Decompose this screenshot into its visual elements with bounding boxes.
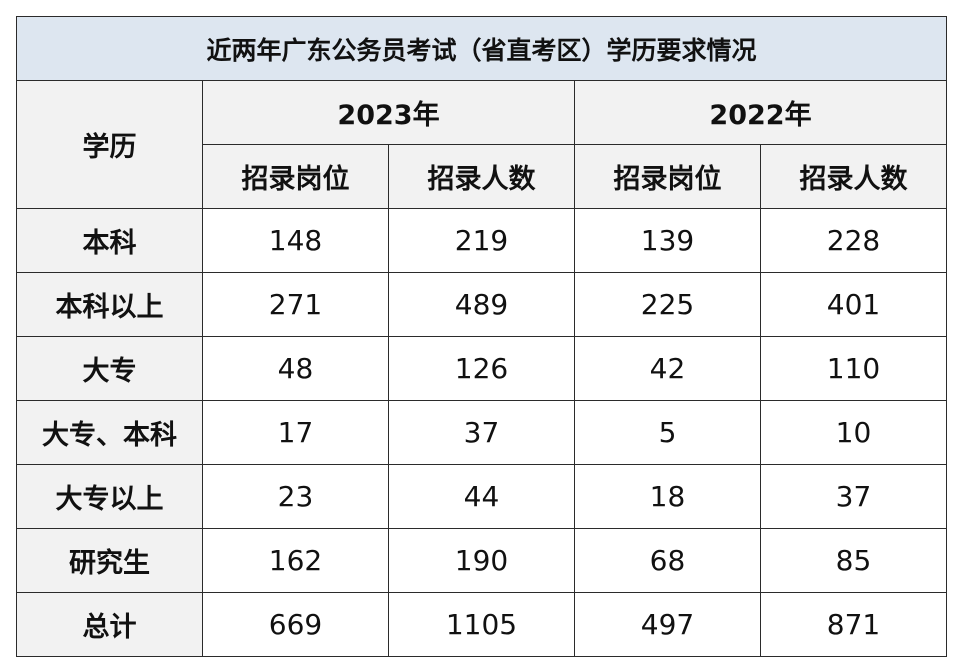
data-cell: 489 bbox=[388, 272, 575, 337]
table-row: 本科 148 219 139 228 bbox=[16, 208, 947, 273]
table-row: 本科以上 271 489 225 401 bbox=[16, 272, 947, 337]
sub-header-people-2023: 招录人数 bbox=[388, 144, 575, 209]
row-label: 本科以上 bbox=[16, 272, 203, 337]
data-cell: 42 bbox=[574, 336, 761, 401]
table-row: 总计 669 1105 497 871 bbox=[16, 592, 947, 657]
year-header-row: 学历 2023年 2022年 bbox=[16, 80, 947, 209]
table-row: 大专、本科 17 37 5 10 bbox=[16, 400, 947, 465]
data-cell: 17 bbox=[202, 400, 389, 465]
data-cell: 219 bbox=[388, 208, 575, 273]
year-header-2023: 2023年 bbox=[202, 80, 575, 145]
sub-header-positions-2023: 招录岗位 bbox=[202, 144, 389, 209]
data-cell: 190 bbox=[388, 528, 575, 593]
data-cell: 10 bbox=[760, 400, 947, 465]
data-cell: 401 bbox=[760, 272, 947, 337]
data-cell: 228 bbox=[760, 208, 947, 273]
row-header-label: 学历 bbox=[16, 80, 203, 209]
sub-header-positions-2022: 招录岗位 bbox=[574, 144, 761, 209]
data-cell: 68 bbox=[574, 528, 761, 593]
row-label: 大专以上 bbox=[16, 464, 203, 529]
row-label: 大专、本科 bbox=[16, 400, 203, 465]
data-cell: 497 bbox=[574, 592, 761, 657]
year-header-2022: 2022年 bbox=[574, 80, 947, 145]
row-label: 大专 bbox=[16, 336, 203, 401]
data-cell: 148 bbox=[202, 208, 389, 273]
title-row: 近两年广东公务员考试（省直考区）学历要求情况 bbox=[16, 16, 947, 81]
data-cell: 18 bbox=[574, 464, 761, 529]
table-row: 大专以上 23 44 18 37 bbox=[16, 464, 947, 529]
data-cell: 110 bbox=[760, 336, 947, 401]
data-cell: 871 bbox=[760, 592, 947, 657]
data-cell: 162 bbox=[202, 528, 389, 593]
row-label: 研究生 bbox=[16, 528, 203, 593]
data-cell: 85 bbox=[760, 528, 947, 593]
table-body: 近两年广东公务员考试（省直考区）学历要求情况 学历 2023年 2022年 招录… bbox=[16, 16, 947, 657]
table-row: 大专 48 126 42 110 bbox=[16, 336, 947, 401]
table-title: 近两年广东公务员考试（省直考区）学历要求情况 bbox=[16, 16, 947, 81]
data-cell: 225 bbox=[574, 272, 761, 337]
row-label: 本科 bbox=[16, 208, 203, 273]
data-cell: 37 bbox=[760, 464, 947, 529]
data-cell: 23 bbox=[202, 464, 389, 529]
data-cell: 44 bbox=[388, 464, 575, 529]
sub-header-people-2022: 招录人数 bbox=[760, 144, 947, 209]
data-cell: 48 bbox=[202, 336, 389, 401]
education-requirements-table: 近两年广东公务员考试（省直考区）学历要求情况 学历 2023年 2022年 招录… bbox=[16, 16, 947, 657]
data-cell: 669 bbox=[202, 592, 389, 657]
data-cell: 271 bbox=[202, 272, 389, 337]
data-cell: 126 bbox=[388, 336, 575, 401]
sub-header-row: 招录岗位 招录人数 招录岗位 招录人数 bbox=[17, 144, 947, 209]
data-cell: 5 bbox=[574, 400, 761, 465]
data-cell: 1105 bbox=[388, 592, 575, 657]
row-label: 总计 bbox=[16, 592, 203, 657]
table-row: 研究生 162 190 68 85 bbox=[16, 528, 947, 593]
data-cell: 37 bbox=[388, 400, 575, 465]
data-cell: 139 bbox=[574, 208, 761, 273]
